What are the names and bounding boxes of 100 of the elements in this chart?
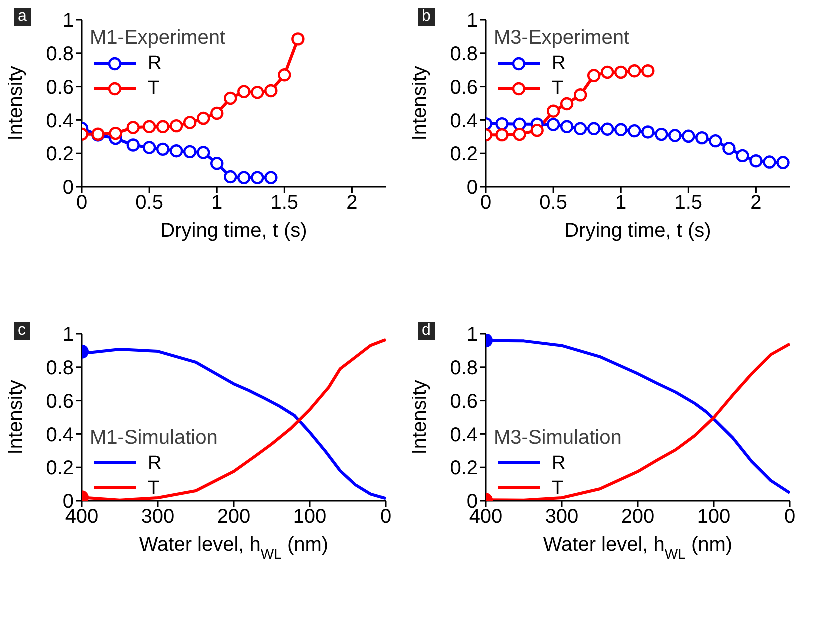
legend-label: R xyxy=(552,452,566,476)
point xyxy=(776,156,790,170)
point xyxy=(251,171,264,184)
y-tick-label: 0.6 xyxy=(450,76,478,99)
point xyxy=(628,64,642,78)
x-tick-label: 1.5 xyxy=(674,192,703,214)
point xyxy=(238,171,251,184)
x-tick-label: 100 xyxy=(697,506,731,528)
y-tick-label: 0 xyxy=(466,177,478,200)
point xyxy=(736,149,750,163)
y-tick-label: 0.8 xyxy=(46,358,74,380)
y-tick-label: 0.2 xyxy=(450,144,478,166)
legend-label: R xyxy=(148,52,162,76)
y-tick-label: 0.2 xyxy=(46,144,74,166)
point xyxy=(496,117,509,131)
point xyxy=(682,130,696,143)
point xyxy=(530,124,544,138)
y-tick-label: 0.2 xyxy=(46,458,74,480)
y-tick-label: 0.4 xyxy=(46,424,74,446)
y-tick-label: 0.6 xyxy=(46,390,74,413)
x-tick-label: 0 xyxy=(784,506,796,528)
point xyxy=(264,171,278,184)
legend-title: M3-Simulation xyxy=(494,426,622,451)
x-tick-label: 300 xyxy=(141,506,175,528)
point xyxy=(126,138,140,152)
x-tick-label: 1 xyxy=(212,192,223,214)
legend-label: T xyxy=(148,77,160,101)
point xyxy=(655,128,668,142)
point xyxy=(197,146,210,160)
x-tick-label: 0 xyxy=(380,506,392,528)
point xyxy=(224,92,238,106)
point xyxy=(642,64,655,78)
point xyxy=(587,122,601,136)
y-tick-label: 0.4 xyxy=(450,110,478,132)
legend-title: M1-Simulation xyxy=(90,426,218,451)
point xyxy=(513,118,526,131)
x-tick-label: 200 xyxy=(621,506,655,528)
x-tick-label: 0.5 xyxy=(540,192,568,214)
point xyxy=(642,126,655,139)
point xyxy=(628,124,642,138)
legend-title: M1-Experiment xyxy=(90,26,226,51)
y-tick-label: 0.8 xyxy=(450,358,478,380)
x-tick-label: 2 xyxy=(346,192,358,214)
point xyxy=(587,69,601,82)
point xyxy=(142,141,156,154)
legend-label: R xyxy=(148,452,162,476)
point xyxy=(278,68,292,82)
y-tick-label: 0.8 xyxy=(46,44,74,66)
x-tick-label: 1.5 xyxy=(270,192,299,214)
x-tick-label: 200 xyxy=(217,506,251,528)
point xyxy=(750,154,763,168)
point xyxy=(142,120,156,134)
point xyxy=(238,85,251,98)
y-tick-label: 1 xyxy=(466,324,478,346)
x-tick-label: 2 xyxy=(750,192,762,214)
y-tick-label: 0.4 xyxy=(450,424,478,446)
legend-label: R xyxy=(552,52,566,76)
point xyxy=(292,32,305,46)
x-axis-title: Drying time, t (s) xyxy=(564,220,712,242)
point xyxy=(668,129,682,142)
point xyxy=(109,126,122,140)
y-tick-label: 0.8 xyxy=(450,44,478,66)
point xyxy=(560,97,574,111)
text: a xyxy=(14,8,31,26)
y-tick-label: 1 xyxy=(62,324,74,346)
x-tick-label: 100 xyxy=(293,506,327,528)
point xyxy=(183,116,197,130)
point xyxy=(210,106,224,120)
point xyxy=(574,88,588,102)
point xyxy=(601,122,614,136)
point xyxy=(722,142,736,156)
point xyxy=(170,144,184,158)
x-tick-label: 1 xyxy=(616,192,627,214)
point xyxy=(170,119,184,133)
point xyxy=(513,128,526,142)
point xyxy=(614,66,628,80)
y-tick-label: 0.4 xyxy=(46,110,74,132)
point xyxy=(763,156,776,169)
point xyxy=(696,131,709,145)
text: b xyxy=(418,8,435,26)
point xyxy=(546,118,560,132)
y-tick-label: 0.2 xyxy=(450,458,478,480)
legend-label: T xyxy=(552,476,564,501)
point xyxy=(251,86,264,100)
x-tick-label: 0.5 xyxy=(136,192,164,214)
x-axis-title: Water level, h$_{WL}$ (nm) xyxy=(543,534,733,562)
point xyxy=(546,104,560,118)
y-tick-label: 0 xyxy=(62,177,74,200)
point xyxy=(496,128,509,142)
legend-label: T xyxy=(552,77,564,101)
x-axis-title: Drying time, t (s) xyxy=(160,220,308,242)
point xyxy=(156,142,170,156)
point xyxy=(264,84,278,98)
point xyxy=(197,112,210,126)
legend-title: M3-Experiment xyxy=(494,26,630,51)
point xyxy=(614,123,628,136)
x-axis-title: Water level, h$_{WL}$ (nm) xyxy=(139,534,329,562)
point xyxy=(601,66,614,80)
point xyxy=(183,145,197,159)
legend-label: T xyxy=(148,476,160,501)
